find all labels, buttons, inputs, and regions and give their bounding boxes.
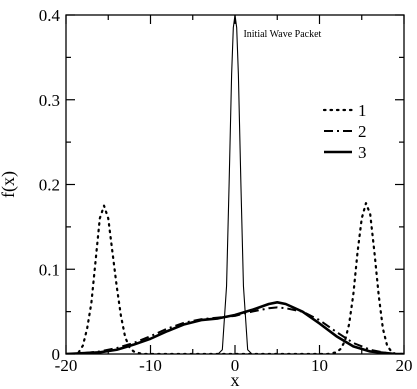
y-tick-label: 0.3 bbox=[39, 91, 60, 110]
y-tick-label: 0.4 bbox=[39, 6, 61, 25]
x-tick-label: 0 bbox=[231, 356, 240, 375]
ticks-layer: -20 -10 0 10 20 0 0.1 0.2 0.3 0.4 bbox=[39, 6, 413, 375]
y-tick-label: 0.1 bbox=[39, 260, 60, 279]
legend-label-3: 3 bbox=[358, 143, 367, 162]
series-line-initial-wave-packet bbox=[217, 15, 253, 354]
x-tick-label: -10 bbox=[139, 356, 162, 375]
plot-layer bbox=[66, 15, 404, 354]
series-line-2 bbox=[66, 306, 404, 354]
x-tick-label: -20 bbox=[55, 356, 78, 375]
legend-label-2: 2 bbox=[358, 122, 367, 141]
x-tick-label: 10 bbox=[311, 356, 328, 375]
y-axis-title: f(x) bbox=[0, 171, 19, 198]
annotation-initial-wave-packet: Initial Wave Packet bbox=[243, 29, 321, 40]
legend: 1 2 3 bbox=[322, 101, 367, 162]
legend-label-1: 1 bbox=[358, 101, 367, 120]
x-tick-label: 20 bbox=[396, 356, 413, 375]
y-tick-label: 0.2 bbox=[39, 176, 60, 195]
series-line-1 bbox=[66, 202, 404, 354]
series-line-3 bbox=[66, 301, 404, 354]
y-tick-label: 0 bbox=[52, 345, 61, 364]
plot-frame bbox=[65, 14, 405, 355]
x-axis-title: x bbox=[231, 370, 240, 389]
